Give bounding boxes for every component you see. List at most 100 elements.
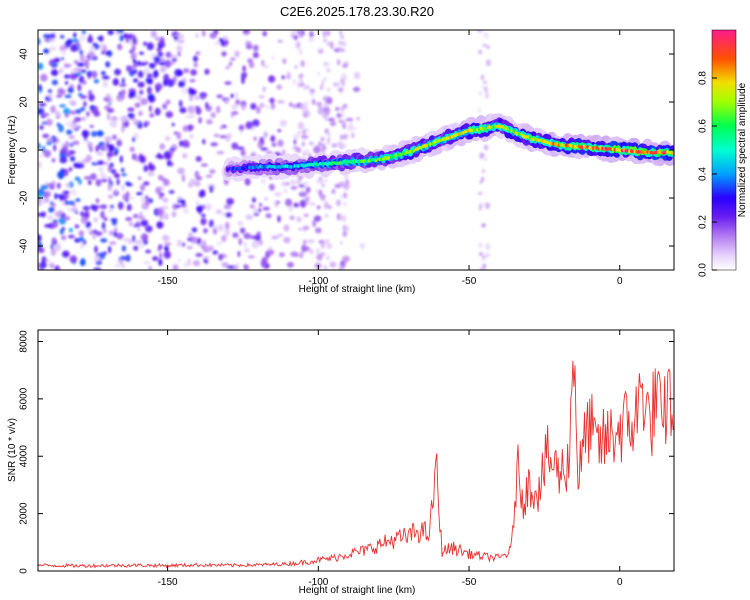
noise-streak: [343, 201, 348, 207]
spectrogram-panel: -150 -100 -50 0 -40 -20 0 20 40 Height of strai…: [7, 29, 675, 295]
noise-blob: [264, 196, 268, 201]
noise-blob: [73, 162, 80, 169]
noise-blob: [65, 81, 69, 85]
noise-blob: [158, 244, 163, 250]
noise-blob: [309, 141, 314, 145]
noise-streak: [302, 152, 306, 156]
noise-blob: [255, 106, 261, 114]
noise-blob: [127, 113, 135, 119]
noise-blob: [139, 240, 144, 249]
noise-blob: [290, 186, 298, 190]
snr-x-ticks: -150 -100 -50 0: [158, 330, 623, 588]
noise-blob: [83, 101, 87, 108]
noise-blob: [221, 261, 229, 268]
noise-blob: [85, 139, 90, 145]
noise-blob: [67, 200, 75, 206]
noise-streak: [481, 177, 485, 182]
noise-blob: [228, 61, 233, 66]
noise-blob: [353, 71, 361, 80]
noise-blob: [114, 263, 122, 268]
noise-blob: [133, 119, 140, 126]
noise-blob: [90, 204, 97, 210]
noise-blob: [231, 104, 238, 110]
noise-blob: [352, 86, 361, 93]
noise-blob: [105, 61, 111, 68]
noise-streak: [477, 107, 482, 114]
noise-blob: [156, 208, 165, 216]
snr-y-axis-label: SNR (10 * v/v): [7, 418, 18, 482]
noise-blob: [318, 48, 324, 54]
noise-blob: [234, 50, 241, 58]
noise-blob: [308, 37, 315, 43]
signal-ridge-cell: [250, 165, 253, 170]
noise-blob: [129, 49, 134, 54]
noise-streak: [344, 184, 350, 191]
noise-blob: [279, 119, 288, 127]
noise-blob: [342, 255, 350, 263]
noise-streak: [302, 239, 307, 245]
noise-blob: [188, 232, 193, 238]
noise-blob: [119, 34, 124, 42]
noise-blob: [38, 161, 42, 169]
x-tick-label: -50: [462, 276, 477, 287]
noise-blob: [67, 234, 75, 239]
noise-blob: [293, 34, 298, 41]
signal-ridge-cell: [638, 150, 642, 154]
noise-blob: [86, 154, 92, 162]
noise-blob: [126, 65, 131, 72]
noise-blob: [69, 142, 74, 148]
noise-blob: [179, 140, 184, 147]
noise-blob: [146, 42, 154, 51]
noise-blob: [87, 71, 91, 80]
colorbar-tick-label: 0.6: [698, 119, 709, 133]
noise-blob: [257, 208, 262, 213]
noise-blob: [329, 121, 337, 127]
noise-blob: [210, 142, 219, 147]
signal-ridge-cell: [320, 162, 324, 166]
spectrogram-y-axis-label: Frequency (Hz): [7, 116, 18, 185]
noise-blob: [93, 229, 98, 234]
noise-blob: [63, 216, 71, 221]
noise-blob: [91, 70, 98, 79]
noise-streak: [484, 252, 491, 258]
noise-blob: [120, 263, 126, 269]
noise-blob: [198, 117, 202, 124]
noise-blob: [95, 178, 102, 187]
noise-blob: [316, 253, 323, 261]
noise-blob: [121, 173, 127, 177]
noise-blob: [158, 45, 163, 48]
noise-blob: [253, 207, 258, 215]
noise-blob: [39, 261, 47, 269]
noise-blob: [111, 220, 117, 226]
noise-blob: [129, 146, 135, 152]
noise-blob: [67, 207, 71, 212]
noise-blob: [46, 138, 55, 142]
noise-blob: [245, 214, 253, 220]
noise-blob: [50, 69, 59, 76]
noise-blob: [121, 167, 125, 173]
noise-blob: [65, 152, 72, 158]
noise-streak: [342, 103, 348, 109]
noise-blob: [315, 227, 322, 234]
noise-blob: [309, 248, 313, 255]
noise-blob: [265, 213, 272, 219]
signal-ridge-cell: [233, 167, 237, 171]
noise-blob: [64, 143, 71, 147]
y-tick-label: 0: [19, 568, 30, 574]
noise-blob: [38, 84, 42, 91]
noise-blob: [73, 60, 79, 65]
noise-blob: [107, 164, 112, 172]
noise-blob: [42, 112, 50, 117]
noise-blob: [230, 93, 235, 98]
noise-blob: [46, 183, 55, 187]
noise-blob: [86, 55, 90, 59]
noise-blob: [85, 221, 92, 229]
noise-blob: [202, 204, 206, 210]
noise-blob: [89, 105, 95, 110]
noise-blob: [87, 141, 93, 150]
noise-blob: [54, 193, 58, 200]
noise-streak: [478, 49, 482, 55]
noise-blob: [68, 99, 77, 106]
noise-blob: [220, 38, 225, 46]
noise-blob: [63, 194, 70, 199]
